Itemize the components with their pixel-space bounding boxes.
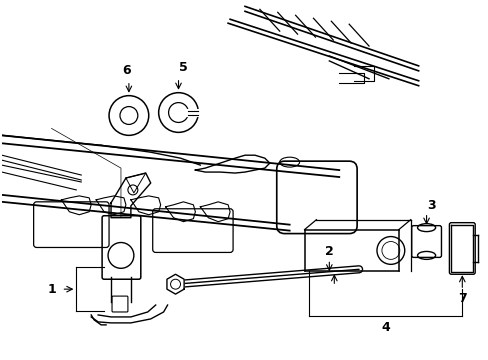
Polygon shape xyxy=(166,274,184,294)
Text: 4: 4 xyxy=(381,321,389,334)
Text: 6: 6 xyxy=(122,64,131,77)
Text: 1: 1 xyxy=(47,283,56,296)
Text: 3: 3 xyxy=(427,199,435,212)
Text: 2: 2 xyxy=(325,245,333,258)
Text: 7: 7 xyxy=(457,292,466,305)
Text: 5: 5 xyxy=(179,61,187,75)
